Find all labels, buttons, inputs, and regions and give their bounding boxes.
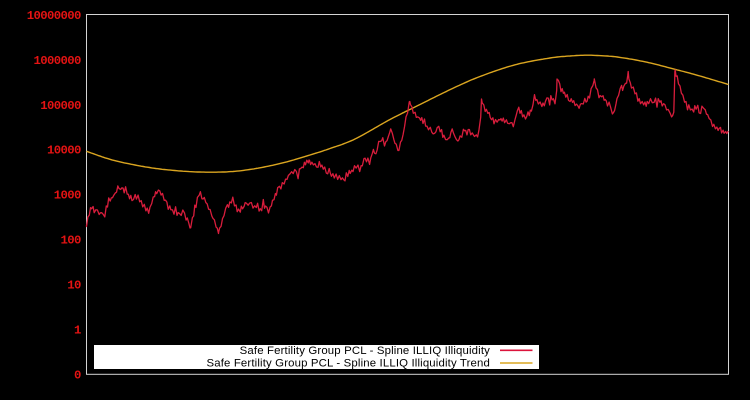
svg-text:1: 1 <box>74 324 81 338</box>
svg-text:1000: 1000 <box>54 189 81 203</box>
svg-text:100000: 100000 <box>40 99 81 113</box>
svg-text:0: 0 <box>74 369 81 383</box>
svg-text:Safe Fertility Group PCL - Spl: Safe Fertility Group PCL - Spline ILLIQ … <box>240 345 490 357</box>
svg-text:10000000: 10000000 <box>27 9 81 23</box>
svg-text:1000000: 1000000 <box>33 54 81 68</box>
svg-text:10: 10 <box>67 279 81 293</box>
svg-text:Safe Fertility Group PCL - Spl: Safe Fertility Group PCL - Spline ILLIQ … <box>206 358 490 370</box>
svg-text:100: 100 <box>61 234 82 248</box>
svg-text:10000: 10000 <box>47 144 81 158</box>
